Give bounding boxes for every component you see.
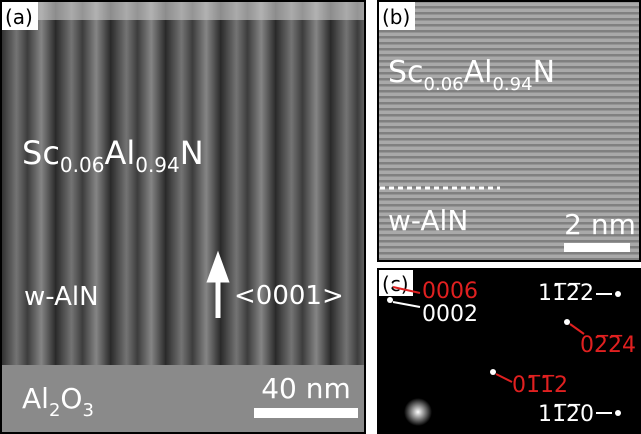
direction-label: <0001> <box>234 281 344 311</box>
diffraction-spot <box>404 398 432 426</box>
panel-label: (a) <box>5 5 33 29</box>
layer-label: w-AlN <box>388 204 468 237</box>
scale-bar-label: 40 nm <box>261 372 351 405</box>
diffraction-spot <box>387 297 393 303</box>
spot-label: 0006 <box>422 279 478 304</box>
spot-label: 0002 <box>422 302 478 327</box>
scale-bar <box>254 408 358 418</box>
spot-label: 11̅2̅0 <box>538 402 594 427</box>
diffraction-spot <box>564 319 570 325</box>
spot-label: 01̅1̅2 <box>512 373 568 398</box>
panel-c: (c) 0006 0002 11̅2̅2 02̅2̅4 01̅1̅2 11̅2̅… <box>377 268 641 434</box>
spot-label: 02̅2̅4 <box>580 333 636 358</box>
panel-a: (a) Sc0.06Al0.94N w-AlN <0001> Al2O3 40 … <box>0 0 366 434</box>
panel-label: (b) <box>382 5 410 29</box>
layer-label: w-AlN <box>24 282 99 312</box>
diffraction-spot <box>615 291 621 297</box>
scale-bar <box>564 243 630 252</box>
panel-label: (c) <box>382 272 409 296</box>
panel-b: (b) Sc0.06Al0.94N w-AlN 2 nm <box>377 0 641 262</box>
diffraction-spot <box>615 410 621 416</box>
scale-bar-label: 2 nm <box>564 208 636 241</box>
spot-label: 11̅2̅2 <box>538 281 594 306</box>
figure: (a) Sc0.06Al0.94N w-AlN <0001> Al2O3 40 … <box>0 0 641 434</box>
diffraction-spot <box>387 282 393 288</box>
diffraction-spot <box>490 369 496 375</box>
